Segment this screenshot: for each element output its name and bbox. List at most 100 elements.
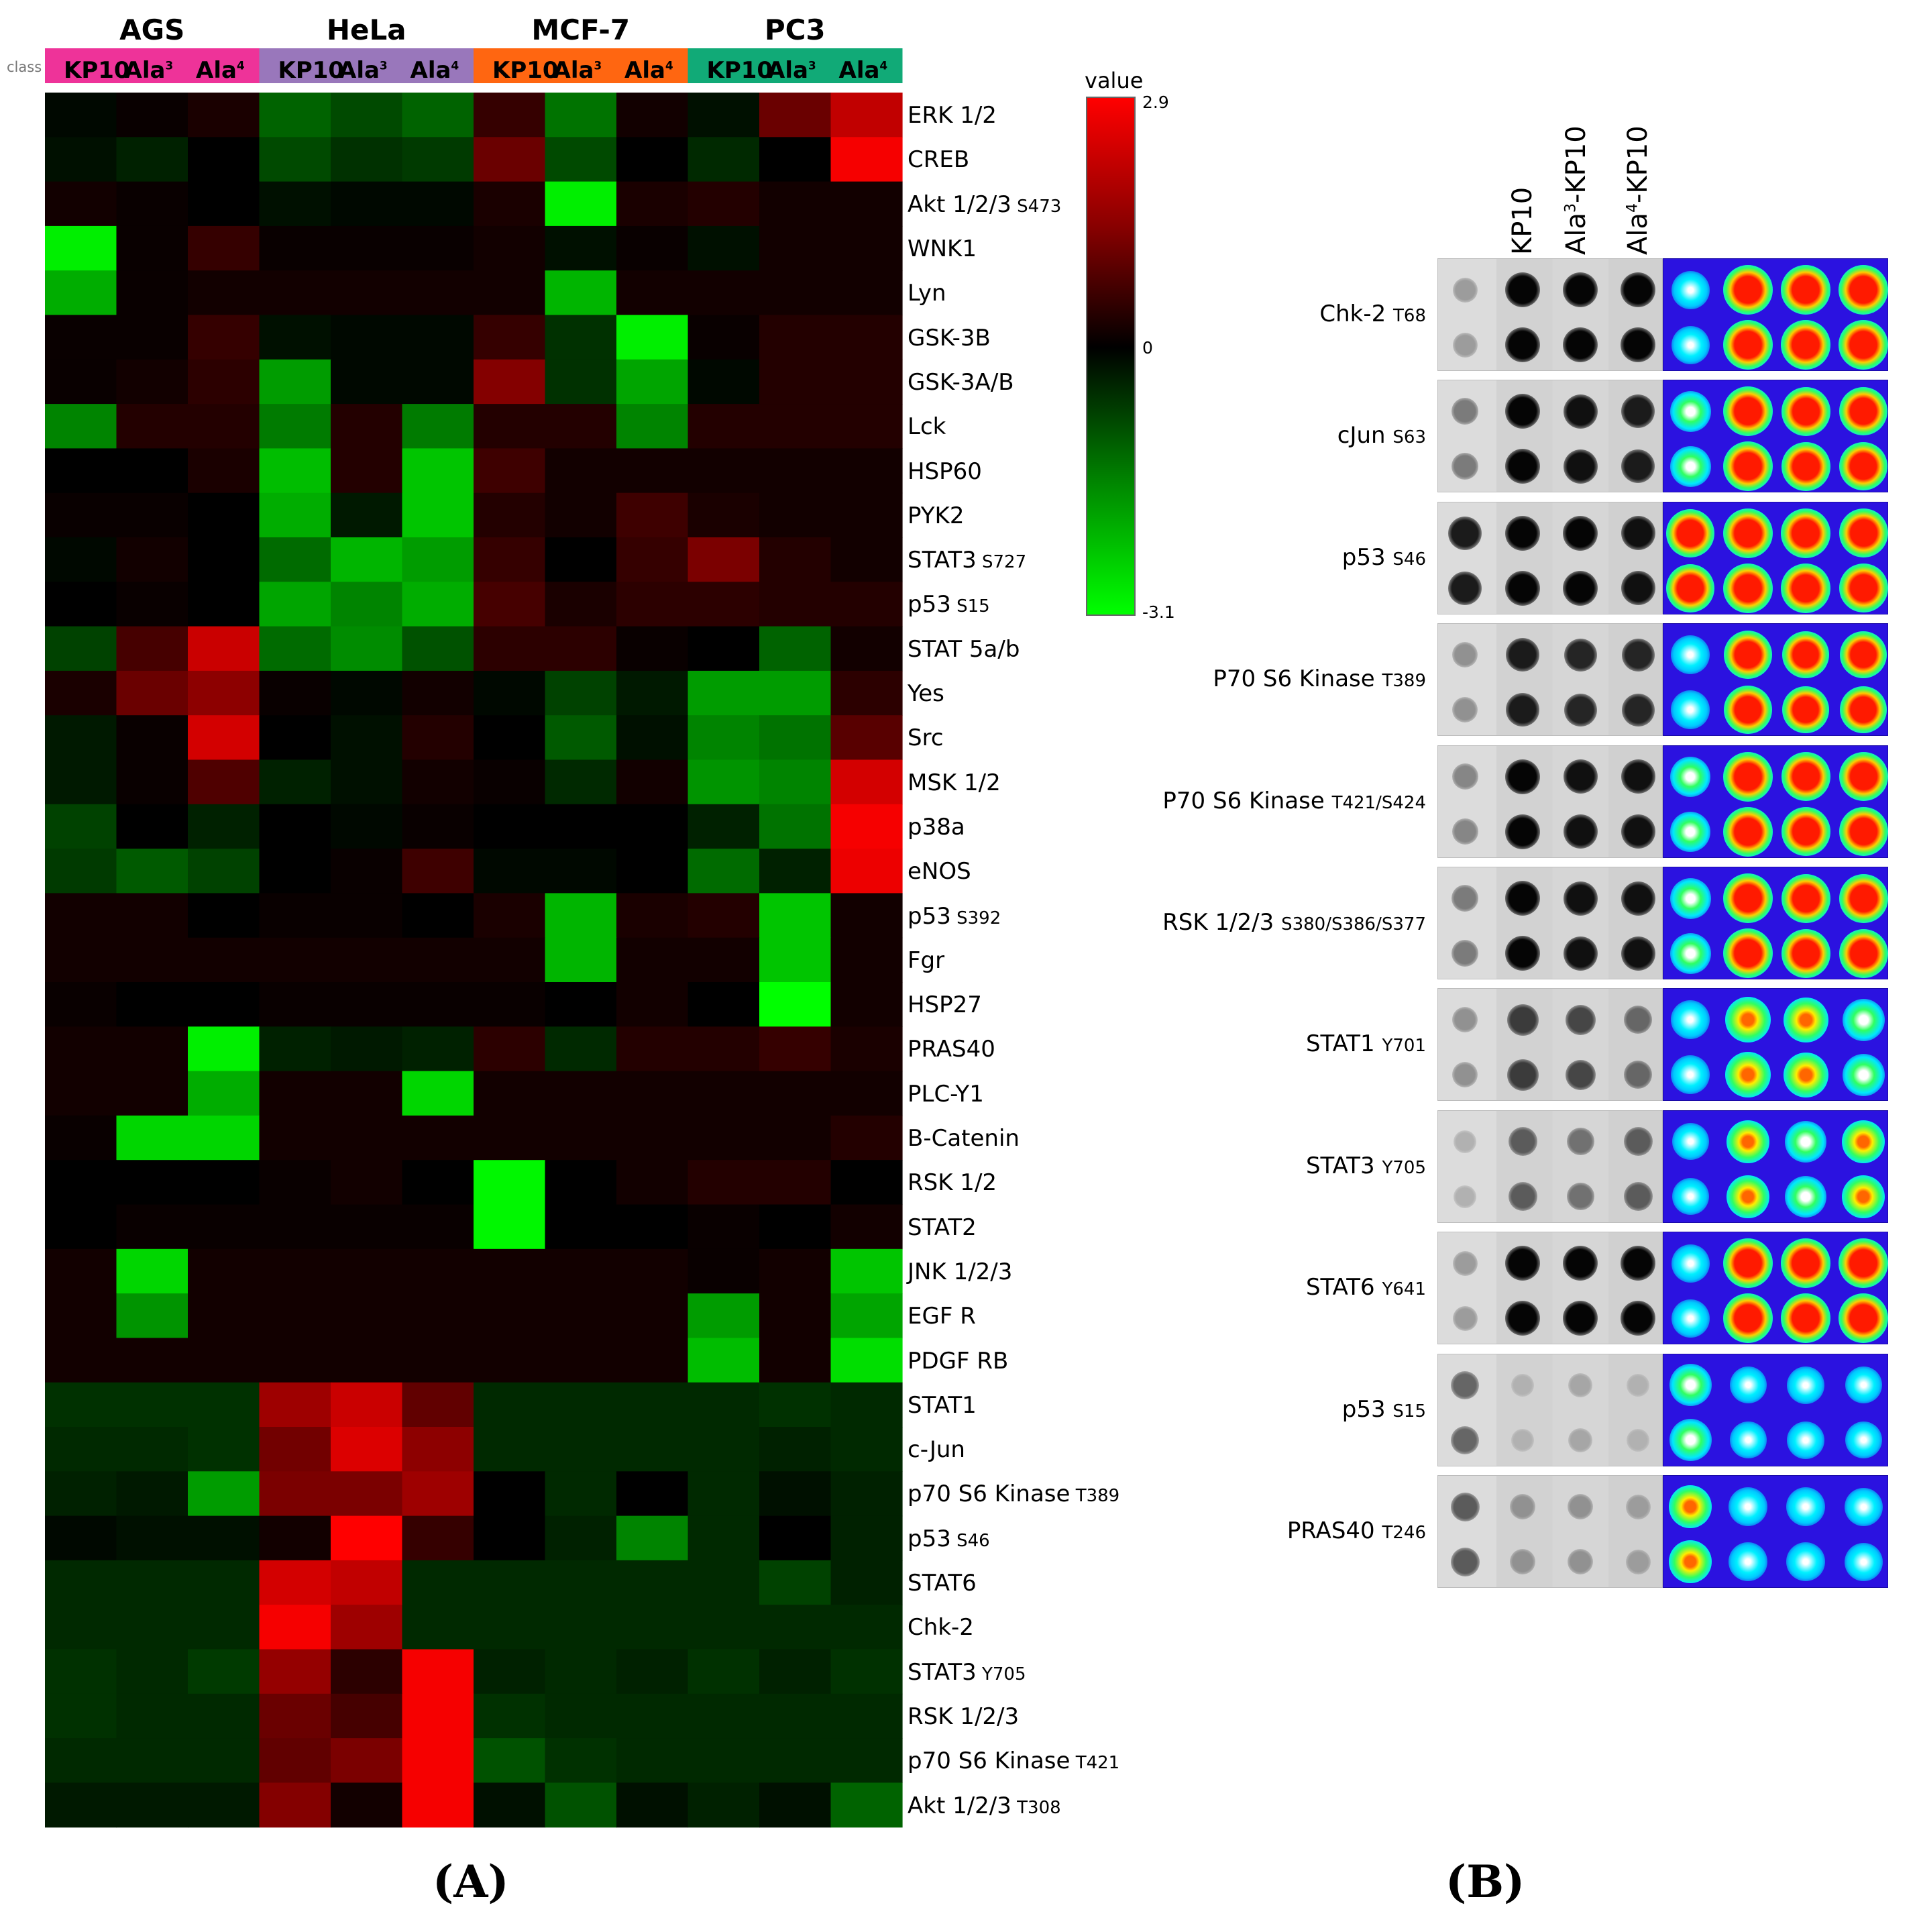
heatmap-cell [259,1160,331,1205]
blot-spot [1452,642,1478,668]
column-class-label: KP10 [492,57,559,84]
row-label: p53 S15 [908,591,990,619]
blot-spot [1563,936,1598,971]
heatmap-cell [45,404,117,449]
heatmap-cell [188,804,260,849]
blot-heat-spot [1781,508,1830,558]
heatmap-cell [188,1427,260,1472]
heatmap-cell [616,982,689,1027]
heatmap-cell [116,715,188,761]
blot-heat-spot [1666,564,1714,612]
blot-heat-map [1663,1353,1888,1466]
blot-heat-spot [1723,751,1773,802]
heatmap-cell [259,1560,331,1605]
blot-heat-spot [1671,1244,1710,1283]
heatmap-cell [688,537,760,582]
heatmap-cell [759,1693,832,1739]
blot-spot [1623,1182,1653,1212]
heatmap-cell [45,715,117,761]
heatmap-cell [188,1738,260,1783]
row-label: GSK-3A/B [908,368,1014,396]
heatmap-cell [616,404,689,449]
blot-spot [1624,1006,1652,1034]
heatmap-cell [259,1782,331,1828]
heatmap-cell [116,404,188,449]
heatmap-cell [188,982,260,1027]
blot-spot [1621,394,1655,429]
heatmap-cell [545,1204,617,1250]
blot-heat-spot [1844,1542,1883,1581]
column-class-label: KP10 [706,57,773,84]
heatmap-cell [188,1382,260,1428]
heatmap-cell [474,359,546,405]
blot-heat-spot [1839,564,1888,613]
heatmap-cell [45,1160,117,1205]
heatmap-cell [402,181,474,227]
blot-heat-spot [1669,877,1711,919]
heatmap-cell [759,1338,832,1383]
heatmap-cell [331,359,403,405]
heatmap-cell [402,982,474,1027]
heatmap-cell [616,759,689,805]
row-label: WNK1 [908,235,977,263]
heatmap-cell [259,1515,331,1561]
heatmap-cell [688,1026,760,1072]
heatmap-cell [830,181,903,227]
heatmap-cell [259,1738,331,1783]
row-label: GSK-3B [908,324,991,352]
heatmap-cell [759,893,832,938]
blot-grayscale [1437,745,1663,858]
blot-spot [1452,277,1478,303]
blot-spot [1568,1494,1593,1519]
heatmap-cell [688,982,760,1027]
column-class-label: KP10 [278,57,345,84]
blot-grayscale [1437,867,1663,979]
blot-target-label: STAT6 Y641 [1305,1274,1426,1301]
blot-spot [1452,1062,1478,1088]
heatmap-cell [116,1115,188,1161]
blot-spot [1508,1182,1537,1212]
heatmap-cell [116,1693,188,1739]
heatmap-cell [402,1560,474,1605]
heatmap-cell [474,1382,546,1428]
heatmap-cell [688,1605,760,1650]
heatmap-cell [616,181,689,227]
blot-row [1437,623,1888,737]
blot-target-label: cJun S63 [1337,422,1426,449]
heatmap-cell [331,1515,403,1561]
heatmap-cell [688,1160,760,1205]
blot-heat-spot [1729,1366,1767,1404]
heatmap-cell [331,893,403,938]
heatmap-cell [545,1649,617,1695]
heatmap-cell [188,137,260,182]
heatmap-cell [402,1738,474,1783]
heatmap-cell [116,448,188,494]
blot-heat-spot [1723,563,1773,613]
heatmap-cell [45,225,117,271]
heatmap-cell [188,1204,260,1250]
heatmap-cell [830,670,903,716]
heatmap-cell [188,849,260,894]
heatmap-cell [545,759,617,805]
blot-spot [1451,885,1478,912]
heatmap-cell [545,537,617,582]
heatmap-cell [259,1293,331,1338]
heatmap-cell [188,93,260,138]
heatmap-cell [688,1515,760,1561]
row-label: PRAS40 [908,1036,995,1063]
heatmap-cell [116,1738,188,1783]
heatmap-cell [688,1427,760,1472]
class-color-bar [474,48,688,83]
heatmap-cell [688,1782,760,1828]
blot-heat-spot [1671,1178,1709,1216]
blot-spot [1506,693,1539,727]
heatmap-cell [188,1782,260,1828]
heatmap-cell [402,626,474,672]
blot-spot [1621,936,1655,971]
heatmap-cell [188,1248,260,1294]
heatmap-cell [474,1071,546,1116]
heatmap-cell [830,270,903,316]
blot-grayscale [1437,1232,1663,1345]
heatmap-cell [259,849,331,894]
heatmap-cell [545,1026,617,1072]
